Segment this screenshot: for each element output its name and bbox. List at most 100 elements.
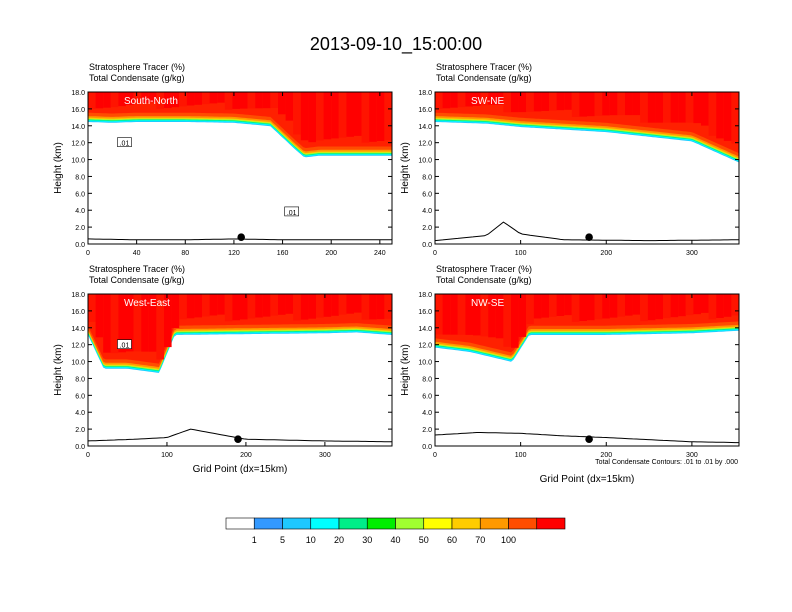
y-tick-label: 6.0 [422,393,432,400]
tracer-streak [361,92,370,143]
tracer-streak [625,294,633,316]
tracer-streak [556,92,565,111]
panel-nw-se: 0.0 2.0 4.0 6.0 8.0 10.0 12.0 14.0 16.0 18.0 0 100 2… [418,292,740,459]
contour-label-box [117,137,132,147]
x-tick-label: 100 [161,452,173,459]
y-tick-label: 8.0 [75,174,85,181]
tracer-streak [571,92,580,117]
tracer-streak [186,92,195,106]
y-tick-label: 2.0 [75,427,85,434]
site-marker [237,233,245,241]
tracer-streak [632,92,641,116]
y-tick-label: 12.0 [71,141,85,148]
panel-header-tracer: Stratosphere Tracer (%) [89,62,185,72]
tracer-streak [723,294,732,317]
tracer-streak [663,92,671,123]
tracer-streak [655,294,663,320]
x-tick-label: 300 [686,452,698,459]
tracer-streak [300,92,309,141]
tracer-streak [609,294,618,318]
y-tick-label: 2.0 [422,427,432,434]
colorbar-label: 1 [252,535,257,545]
tracer-streak [270,294,278,316]
y-tick-label: 6.0 [75,393,85,400]
tracer-streak [262,294,271,317]
tracer-streak [693,294,701,315]
colorbar-swatch [253,517,283,530]
colorbar-swatch [395,517,425,530]
x-tick-label: 100 [515,250,527,257]
tracer-streak [655,92,663,123]
x-tick-label: 200 [600,452,612,459]
tracer-streak [617,294,625,317]
tracer-streak [511,294,519,348]
tracer-streak [579,294,587,321]
tracer-streak [594,92,603,116]
tracer-streak [685,294,694,316]
y-tick-label: 6.0 [75,191,85,198]
plot-frame [87,293,393,447]
tracer-streak [678,92,686,123]
tracer-streak [171,294,180,328]
y-tick-label: 8.0 [75,376,85,383]
y-tick-label: 16.0 [71,107,85,114]
y-tick-label: 14.0 [71,124,85,131]
tracer-streak [293,294,301,321]
x-tick-label: 80 [181,250,189,257]
tracer-streak [647,92,656,123]
tracer-streak [503,294,511,347]
y-tick-label: 12.0 [418,343,432,350]
contour-label-box [117,339,132,349]
tracer-streak [647,294,656,321]
y-axis-label: Height (km) [400,344,411,396]
page-title: 2013-09-10_15:00:00 [310,34,482,55]
tracer-streak [361,294,370,320]
tracer-streak [179,294,187,320]
tracer-streak [194,92,202,105]
y-tick-label: 6.0 [422,191,432,198]
colorbar-swatch [282,517,312,530]
tracer-streak [625,92,633,116]
tracer-streak [247,294,256,319]
tracer-streak [232,294,240,321]
y-tick-label: 4.0 [75,208,85,215]
tracer-streak [141,294,149,352]
tracer-streak [369,92,377,142]
y-tick-label: 0.0 [75,444,85,451]
tracer-streak [617,92,625,116]
x-tick-label: 120 [228,250,240,257]
plot-frame [434,293,740,447]
y-tick-label: 18.0 [71,292,85,299]
y-tick-label: 16.0 [418,309,432,316]
panel-west-east: .01 0.0 2.0 4.0 6.0 8.0 10.0 12.0 14.0 16.0 18.0 0 1… [71,292,393,459]
tracer-streak [110,294,119,354]
y-axis-label: Height (km) [53,142,64,194]
contour-note: Total Condensate Contours: .01 to .01 by… [595,459,738,466]
y-tick-label: 0.0 [75,242,85,249]
tracer-streak [285,92,294,121]
contour-label: .01 [287,210,297,217]
tracer-streak [240,294,248,320]
panel-header-tracer: Stratosphere Tracer (%) [436,62,532,72]
y-tick-label: 8.0 [422,174,432,181]
tracer-streak [670,92,679,123]
site-marker [585,233,593,241]
colorbar-swatch [225,517,255,530]
tracer-streak [148,294,157,352]
tracer-streak [518,92,527,113]
y-tick-label: 0.0 [422,242,432,249]
y-tick-label: 10.0 [71,360,85,367]
panel-south-north: .01 .01 0.0 2.0 4.0 6.0 8.0 10.0 12.0 14.0 16.0 18.… [71,90,393,257]
tracer-streak [209,294,218,316]
tracer-streak [331,92,339,139]
panel-title: South-North [124,96,178,107]
tracer-streak [202,294,210,317]
tracer-streak [316,294,324,318]
tracer-streak [156,92,164,109]
y-tick-label: 0.0 [422,444,432,451]
tracer-streak [126,294,134,352]
tracer-streak [316,92,324,141]
tracer-streak [663,294,671,319]
plot-frame [434,91,740,245]
tracer-streak [473,92,481,106]
